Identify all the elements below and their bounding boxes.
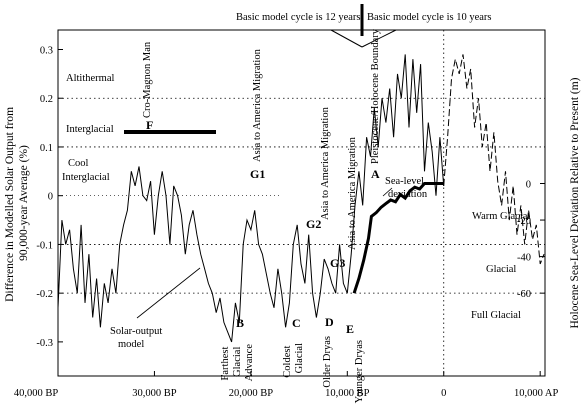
right-axis-title: Holocene Sea-Level Deviation Relative to… <box>569 77 581 328</box>
y-left-tick-label: 0.3 <box>40 45 53 56</box>
left-axis-title: Difference in Modelled Solar Output from… <box>4 104 30 302</box>
x-tick-label: 40,000 BP <box>14 388 59 399</box>
y-right-tick-label: 0 <box>526 180 531 191</box>
label-D: D <box>325 315 334 329</box>
migration-label-3: Asia to America Migration <box>347 136 358 250</box>
x-tick-label: 0 <box>441 388 446 399</box>
y-left-tick-label: 0.1 <box>40 143 53 154</box>
pleistocene-label: Pleistocene/Holocene Boundary <box>370 28 381 164</box>
y-right-tick-label: -40 <box>517 253 531 264</box>
y-left-tick-label: -0.2 <box>36 289 53 300</box>
farthest-glacial-advance: Farthest Glacial Advance <box>220 344 255 382</box>
series-solar-output <box>58 54 444 342</box>
label-B: B <box>236 316 244 330</box>
series-group <box>58 54 544 342</box>
series-solar-output-future <box>444 54 544 264</box>
model-cycle-10-label: Basic model cycle is 10 years <box>367 12 492 23</box>
band-label-full-glacial: Full Glacial <box>471 310 521 321</box>
left-y-axis: 0.3 0.2 0.1 0 -0.1 -0.2 -0.3 <box>36 45 63 348</box>
solar-output-pointer <box>137 268 200 318</box>
label-G1: G1 <box>250 167 265 181</box>
older-dryas-label: Older Dryas <box>322 336 333 388</box>
y-left-tick-label: -0.3 <box>36 338 53 349</box>
band-label-altithermal: Altithermal <box>66 73 114 84</box>
label-G3: G3 <box>330 256 345 270</box>
migration-label-2: Asia to America Migration <box>320 106 331 220</box>
grid-lines <box>58 30 545 376</box>
model-cycle-12-label: Basic model cycle is 12 years <box>236 12 361 23</box>
younger-dryas-label: Younger Dryas <box>354 340 365 403</box>
band-label-glacial: Glacial <box>486 264 516 275</box>
label-C: C <box>292 316 301 330</box>
label-A: A <box>371 167 380 181</box>
model-cycle-arrow <box>331 30 362 47</box>
y-left-tick-label: 0.2 <box>40 94 53 105</box>
band-label-interglacial: Interglacial <box>66 124 114 135</box>
x-tick-label: 10,000 AP <box>514 388 559 399</box>
plot-frame <box>58 30 545 376</box>
x-tick-label: 20,000 BP <box>229 388 274 399</box>
coldest-glacial: Coldest Glacial <box>282 343 305 378</box>
label-F: F <box>146 118 153 132</box>
band-label-warm-glacial: Warm Glacial <box>472 211 530 222</box>
label-G2: G2 <box>306 217 321 231</box>
solar-output-model-label: Solar-output model <box>110 326 165 350</box>
band-label-cool-interglacial: Cool Interglacial <box>62 158 110 183</box>
y-left-tick-label: -0.1 <box>36 240 53 251</box>
y-left-tick-label: 0 <box>48 192 53 203</box>
label-E: E <box>346 322 354 336</box>
cro-magnon-label: Cro-Magnon Man <box>142 41 153 118</box>
x-tick-label: 30,000 BP <box>132 388 177 399</box>
y-right-tick-label: -60 <box>517 289 531 300</box>
migration-label-1: Asia to America Migration <box>252 48 263 162</box>
right-y-axis: 0-20-40-60 <box>517 180 545 301</box>
